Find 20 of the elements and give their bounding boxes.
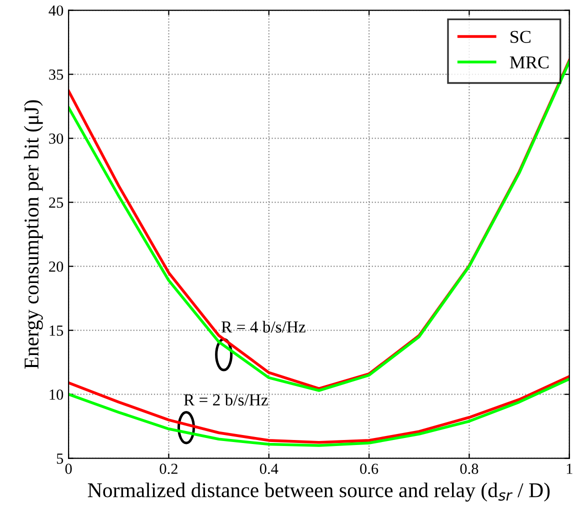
y-axis-title: Energy consumption per bit (μJ) <box>24 100 43 369</box>
legend-label: SC <box>510 30 530 43</box>
y-tick-label: 25 <box>49 198 64 208</box>
x-tick-label: 0.6 <box>360 464 378 474</box>
y-tick-label: 5 <box>56 454 64 464</box>
x-tick-label: 0 <box>65 464 72 474</box>
x-tick-label: 0.4 <box>260 464 278 474</box>
y-tick-label: 30 <box>49 133 64 144</box>
y-tick-label: 20 <box>49 261 64 272</box>
annotation: R = 4 b/s/Hz <box>222 320 306 333</box>
legend-label: MRC <box>510 56 549 68</box>
x-axis-title: Normalized distance between source and relay (d$_{sr}$ / D) <box>88 482 550 502</box>
x-tick-label: 1 <box>566 464 572 474</box>
x-tick-label: 0.8 <box>460 464 478 474</box>
x-tick-label: 0.2 <box>160 464 178 474</box>
annotation: R = 2 b/s/Hz <box>184 394 268 406</box>
y-tick-label: 10 <box>50 389 64 400</box>
y-tick-label: 35 <box>49 69 64 80</box>
y-tick-label: 15 <box>50 326 64 336</box>
y-tick-label: 40 <box>48 5 64 16</box>
